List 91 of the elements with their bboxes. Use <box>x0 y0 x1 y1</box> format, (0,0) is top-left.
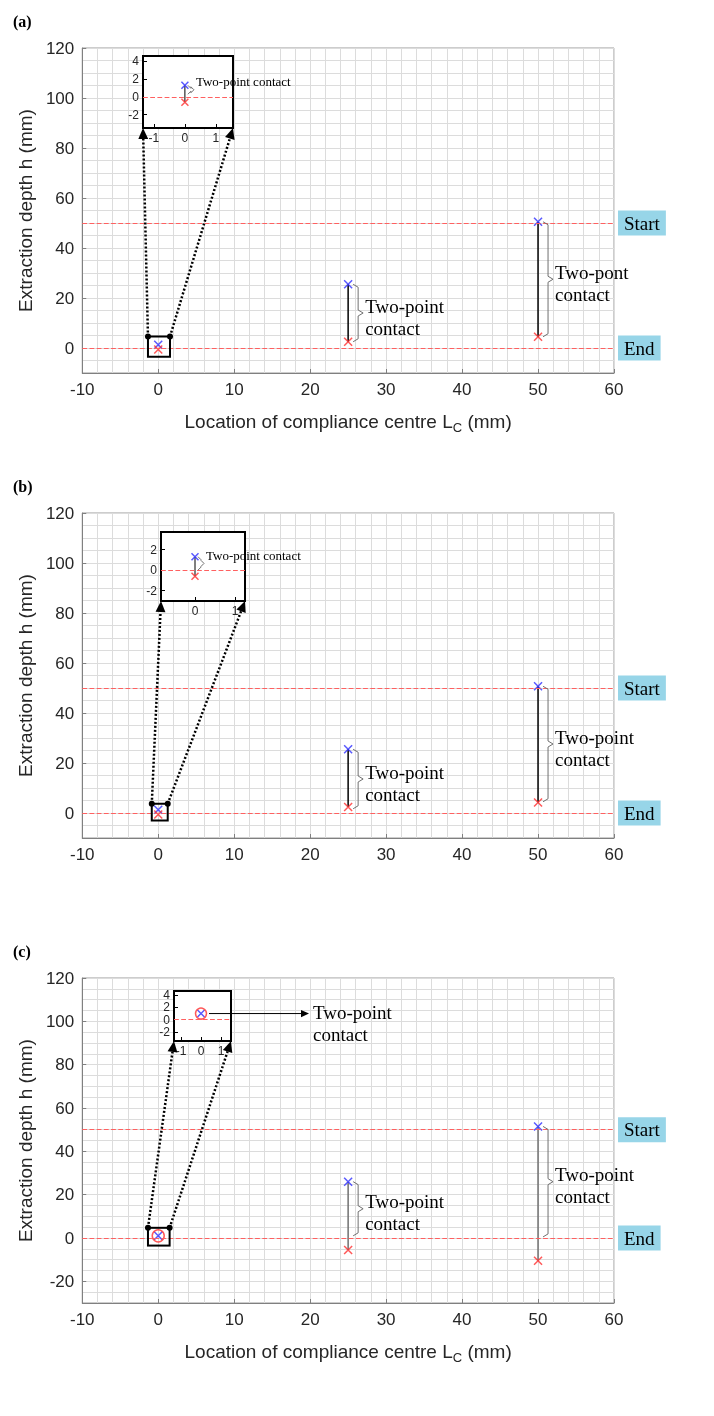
chart-title: (a) <box>13 12 32 31</box>
y-tick-label: 2 <box>132 72 140 87</box>
y-tick-label: 2 <box>163 1000 171 1015</box>
ref-line-label: End <box>624 802 656 824</box>
y-tick-label: 20 <box>55 288 75 308</box>
x-tick-label: -10 <box>69 845 95 864</box>
annotation: Two-point contact <box>555 726 639 770</box>
annotation: Two-point contact <box>313 1002 397 1046</box>
y-tick-label: -2 <box>146 583 158 598</box>
y-tick-label: 80 <box>55 603 75 623</box>
y-axis-title: Extraction depth h (mm) <box>15 574 36 777</box>
y-tick-label: 40 <box>55 703 75 723</box>
y-tick-label: -20 <box>49 1271 75 1291</box>
x-tick-label: 20 <box>300 1310 320 1329</box>
x-tick-label: -10 <box>69 1310 95 1329</box>
y-tick-label: -2 <box>159 1024 171 1039</box>
ref-line-label: Start <box>624 212 661 234</box>
y-tick-label: 120 <box>45 968 75 988</box>
y-tick-label: 40 <box>55 238 75 258</box>
point <box>343 337 353 347</box>
x-tick-label: 50 <box>528 380 548 399</box>
point <box>533 332 543 342</box>
y-tick-label: 60 <box>55 188 75 208</box>
x-tick-label: 60 <box>604 380 624 399</box>
annotation: Two-pont contact <box>555 261 634 305</box>
y-tick-label: 80 <box>55 1055 75 1075</box>
y-tick-label: 0 <box>150 563 158 578</box>
point <box>533 217 543 227</box>
y-axis-title: Extraction depth h (mm) <box>15 1039 36 1242</box>
point <box>533 797 543 808</box>
point <box>343 1245 353 1255</box>
y-tick-label: 0 <box>163 1012 171 1027</box>
x-tick-label: 1 <box>212 131 220 145</box>
x-tick-label: -10 <box>69 380 95 399</box>
x-tick-label: 30 <box>376 845 396 864</box>
point <box>343 279 353 289</box>
y-tick-label: 40 <box>55 1141 75 1161</box>
ref-line-label: Start <box>624 1119 661 1141</box>
x-tick-label: 20 <box>300 845 320 864</box>
x-tick-label: 50 <box>528 845 548 864</box>
point <box>533 1256 543 1266</box>
y-tick-label: 120 <box>45 38 75 58</box>
x-tick-label: 10 <box>224 1310 244 1329</box>
y-tick-label: 100 <box>45 88 75 108</box>
x-tick-label: 10 <box>224 845 244 864</box>
point <box>343 744 353 754</box>
y-tick-label: 60 <box>55 653 75 673</box>
y-tick-label: 80 <box>55 138 75 158</box>
annotation: Two-point contact <box>365 1191 449 1235</box>
x-tick-label: 40 <box>452 845 472 864</box>
x-tick-label: 60 <box>604 1310 624 1329</box>
annotation: Two-point contact <box>365 761 449 805</box>
x-tick-label: 0 <box>181 131 189 145</box>
chart-title: (b) <box>13 477 33 496</box>
x-tick-label: 40 <box>452 1310 472 1329</box>
y-tick-label: -2 <box>128 107 140 122</box>
y-tick-label: 100 <box>45 1011 75 1031</box>
y-tick-label: 20 <box>55 753 75 773</box>
y-tick-label: 60 <box>55 1098 75 1118</box>
x-tick-label: 60 <box>604 845 624 864</box>
x-tick-label: 40 <box>452 380 472 399</box>
y-axis-title: Extraction depth h (mm) <box>15 109 36 312</box>
point <box>343 802 353 812</box>
x-tick-label: 10 <box>224 380 244 399</box>
annotation: Two-point contact <box>365 295 449 339</box>
y-tick-label: 120 <box>45 503 75 523</box>
y-tick-label: 4 <box>132 54 140 69</box>
y-tick-label: 20 <box>55 1185 75 1205</box>
annotation: Two-point contact <box>555 1164 639 1208</box>
point <box>343 1176 353 1187</box>
x-tick-label: 50 <box>528 1310 548 1329</box>
x-tick-label: -1 <box>148 131 160 145</box>
point <box>533 1121 543 1132</box>
point <box>533 681 543 691</box>
x-tick-label: 1 <box>217 1044 225 1058</box>
x-tick-label: 1 <box>231 604 239 618</box>
x-tick-label: 0 <box>197 1044 205 1058</box>
y-tick-label: 100 <box>45 553 75 573</box>
y-tick-label: 2 <box>150 542 158 557</box>
y-tick-label: 0 <box>64 338 75 358</box>
ref-line-label: End <box>624 1227 656 1249</box>
x-tick-label: 20 <box>300 380 320 399</box>
y-tick-label: 4 <box>163 988 171 1003</box>
y-tick-label: 0 <box>64 1228 75 1248</box>
ref-line-label: Start <box>624 677 661 699</box>
x-tick-label: 30 <box>376 1310 396 1329</box>
x-tick-label: 30 <box>376 380 396 399</box>
y-tick-label: 0 <box>132 89 140 104</box>
chart-title: (c) <box>13 942 31 961</box>
y-tick-label: 0 <box>64 803 75 823</box>
ref-line-label: End <box>624 337 656 359</box>
